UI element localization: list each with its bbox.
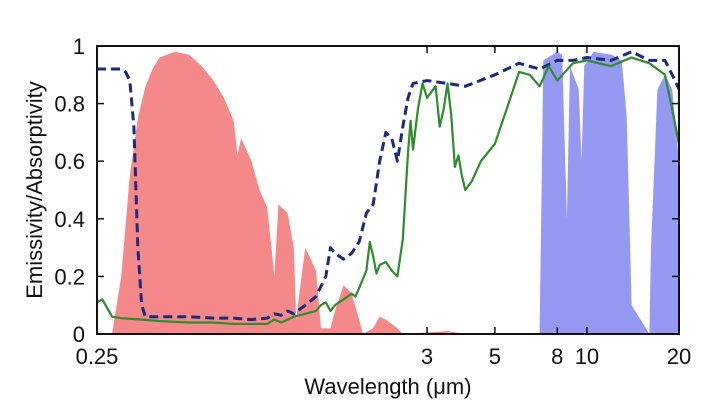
- solar-spectrum-normalized-area: [112, 51, 466, 334]
- y-tick-label: 0.8: [54, 92, 85, 117]
- y-tick-label: 1: [73, 34, 85, 59]
- plot-frame: [96, 45, 680, 335]
- x-tick-label: 5: [489, 344, 501, 369]
- x-tick-label: 0.25: [76, 344, 119, 369]
- y-tick-label: 0: [73, 322, 85, 347]
- dashed-emissivity-curve-line: [97, 50, 679, 322]
- atmospheric-transmittance-area: [539, 51, 679, 334]
- y-axis-title: Emissivity/Absorptivity: [22, 81, 47, 299]
- y-tick-label: 0.4: [54, 207, 85, 232]
- x-axis-title: Wavelength (μm): [304, 374, 471, 399]
- x-tick-label: 3: [421, 344, 433, 369]
- y-tick-label: 0.6: [54, 149, 85, 174]
- x-tick-label: 10: [575, 344, 599, 369]
- solid-emissivity-curve-line: [97, 56, 679, 326]
- x-tick-label: 20: [667, 344, 691, 369]
- y-tick-label: 0.2: [54, 264, 85, 289]
- x-tick-label: 8: [551, 344, 563, 369]
